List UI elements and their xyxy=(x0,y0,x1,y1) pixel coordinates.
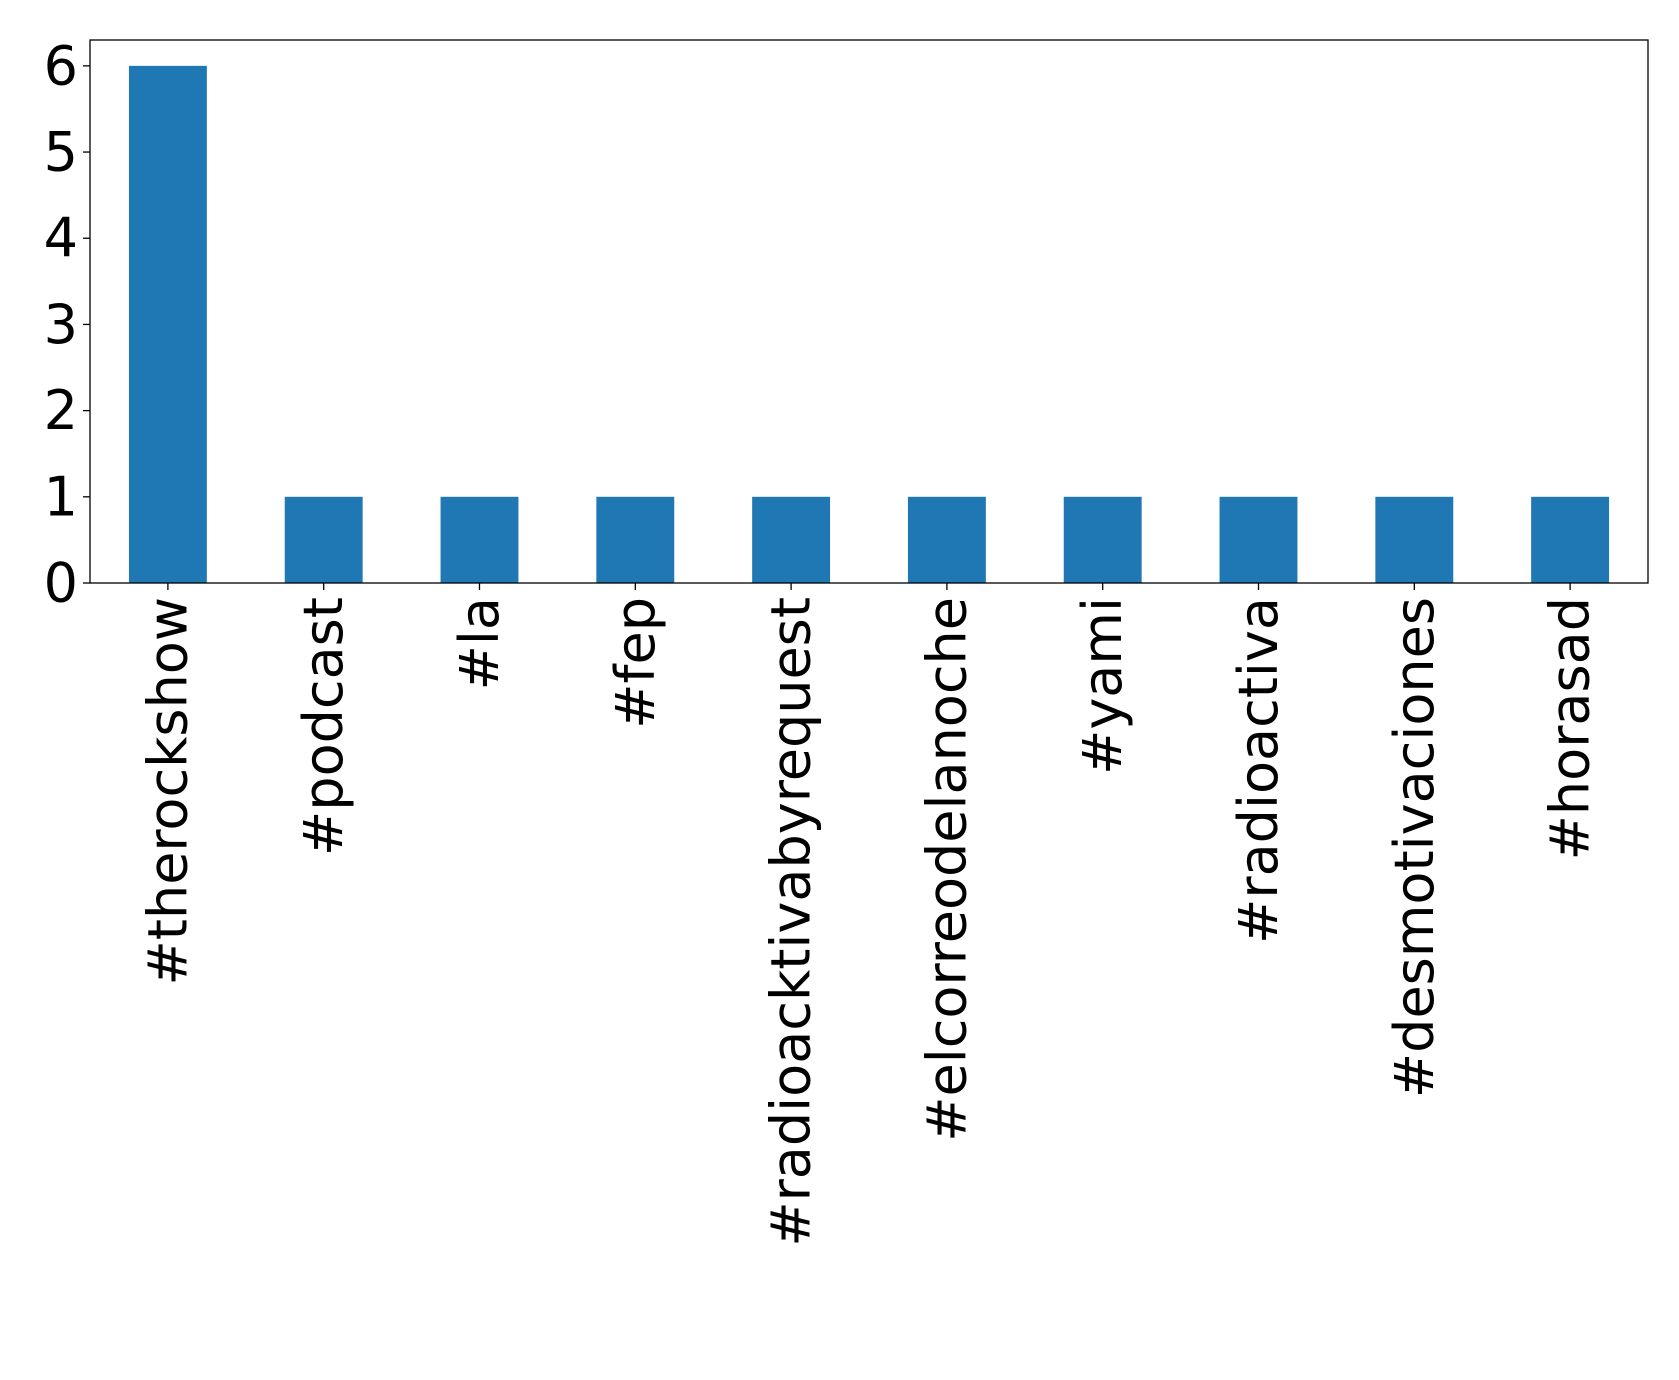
y-tick-label: 1 xyxy=(44,465,78,528)
y-tick-label: 0 xyxy=(44,552,78,615)
x-tick-label: #podcast xyxy=(292,597,355,856)
x-tick-label: #radioacktivabyrequest xyxy=(760,597,823,1247)
x-tick-label: #elcorreodelanoche xyxy=(915,597,978,1142)
bars-group xyxy=(128,65,1610,584)
y-tick-label: 2 xyxy=(44,379,78,442)
bar-horasad xyxy=(1531,496,1610,583)
y-tick-label: 6 xyxy=(44,34,78,97)
bar-radioacktivabyrequest xyxy=(752,496,831,583)
x-tick-label: #yami xyxy=(1071,597,1134,775)
bar-elcorreodelanoche xyxy=(907,496,986,583)
bar-radioactiva xyxy=(1219,496,1298,583)
x-tick-label: #fep xyxy=(604,597,667,729)
x-tick-label: #horasad xyxy=(1539,597,1602,860)
x-tick-label: #desmotivaciones xyxy=(1383,597,1446,1098)
y-tick-label: 5 xyxy=(44,121,78,184)
x-axis-ticks: #therockshow #podcast #la #fep #radioacktiva… xyxy=(136,583,1602,1247)
bar-podcast xyxy=(284,496,363,583)
bar-desmotivaciones xyxy=(1375,496,1454,583)
x-tick-label: #radioactiva xyxy=(1227,597,1290,944)
x-tick-label: #la xyxy=(448,597,511,690)
bar-yami xyxy=(1063,496,1142,583)
bar-fep xyxy=(596,496,675,583)
bar-la xyxy=(440,496,519,583)
y-tick-label: 4 xyxy=(44,207,78,270)
y-axis-ticks: 0 1 2 3 4 5 6 xyxy=(44,34,90,615)
plot-area-frame xyxy=(89,39,1649,584)
bar-therockshow xyxy=(128,65,207,584)
y-tick-label: 3 xyxy=(44,293,78,356)
x-tick-label: #therockshow xyxy=(136,597,199,985)
